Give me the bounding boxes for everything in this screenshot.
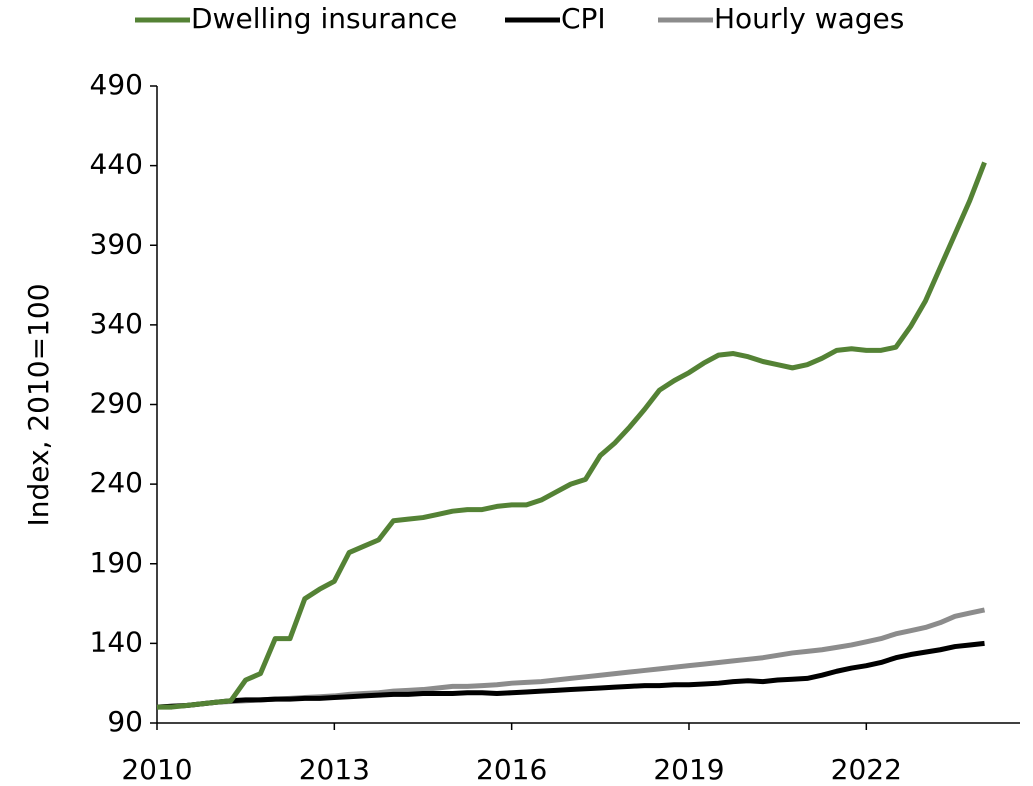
x-tick-label: 2016 xyxy=(476,753,547,786)
y-tick-label: 90 xyxy=(107,705,143,738)
y-tick-label: 490 xyxy=(90,68,143,101)
series-line xyxy=(156,607,986,710)
legend-label: Hourly wages xyxy=(714,2,904,35)
y-axis-label: Index, 2010=100 xyxy=(22,283,55,526)
x-tick-label: 2013 xyxy=(299,753,370,786)
x-tick-label: 2022 xyxy=(831,753,902,786)
x-tick-label: 2019 xyxy=(653,753,724,786)
y-tick-label: 440 xyxy=(90,148,143,181)
y-tick-label: 140 xyxy=(90,625,143,658)
legend-label: CPI xyxy=(561,2,606,35)
y-tick-label: 390 xyxy=(90,227,143,260)
legend-label: Dwelling insurance xyxy=(191,2,457,35)
x-tick-label: 2010 xyxy=(121,753,192,786)
y-tick-label: 240 xyxy=(90,466,143,499)
series-line xyxy=(156,640,985,710)
y-tick-label: 190 xyxy=(90,546,143,579)
y-tick-label: 290 xyxy=(90,387,143,420)
y-tick-label: 340 xyxy=(90,307,143,340)
series-line xyxy=(157,161,987,710)
